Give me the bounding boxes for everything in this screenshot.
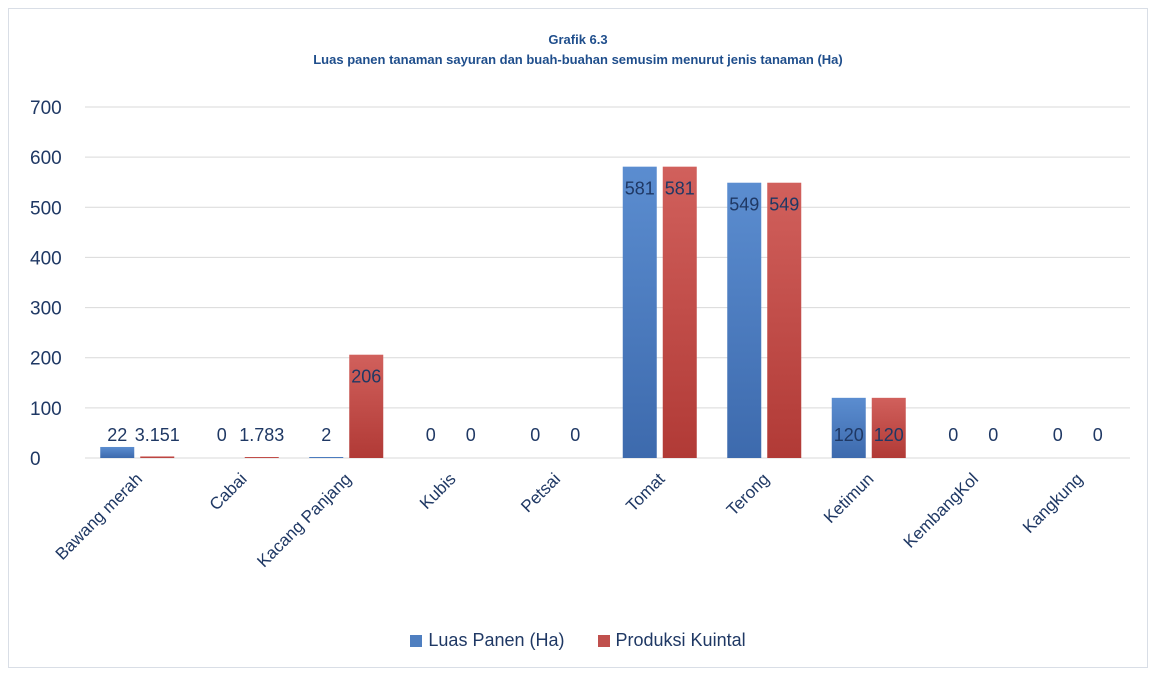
legend: Luas Panen (Ha) Produksi Kuintal: [0, 630, 1156, 652]
bar-produksi-6: [767, 182, 802, 459]
data-label: 581: [665, 179, 695, 199]
chart-frame: [8, 8, 1148, 668]
bar-luas-panen-6: [727, 182, 762, 459]
data-label: 0: [530, 425, 540, 445]
legend-swatch-red: [597, 634, 610, 647]
bar-luas-panen-0: [100, 446, 135, 458]
data-label: 0: [1093, 425, 1103, 445]
bar-produksi-1: [244, 457, 279, 458]
bar-produksi-2: [349, 354, 384, 458]
bar-produksi-0: [140, 456, 175, 458]
legend-item-produksi: Produksi Kuintal: [597, 630, 746, 651]
x-tick-label: Cabai: [206, 469, 251, 514]
y-tick-label: 400: [30, 248, 62, 269]
data-label: 549: [769, 195, 799, 215]
data-label: 549: [729, 195, 759, 215]
bar-produksi-7: [871, 397, 906, 458]
data-label: 0: [988, 425, 998, 445]
data-label: 0: [217, 425, 227, 445]
legend-item-luas-panen: Luas Panen (Ha): [410, 630, 565, 651]
y-tick-label: 0: [30, 449, 41, 470]
data-label: 2: [321, 425, 331, 445]
y-tick-label: 500: [30, 198, 62, 219]
bar-produksi-5: [662, 166, 697, 459]
data-label: 120: [874, 425, 904, 445]
x-tick-label: Bawang merah: [52, 469, 146, 563]
x-tick-label: Ketimun: [820, 469, 878, 527]
data-label: 22: [107, 425, 127, 445]
data-label: 0: [948, 425, 958, 445]
x-tick-label: Kangkung: [1019, 469, 1087, 537]
x-tick-label: Tomat: [622, 469, 668, 515]
y-tick-label: 200: [30, 349, 62, 370]
x-tick-label: Kacang Panjang: [253, 469, 355, 571]
y-tick-label: 700: [30, 98, 62, 119]
y-tick-label: 600: [30, 148, 62, 169]
x-tick-label: Kubis: [416, 469, 460, 513]
legend-label-luas-panen: Luas Panen (Ha): [428, 630, 565, 650]
data-label: 3.151: [135, 425, 180, 445]
data-label: 581: [625, 179, 655, 199]
chart-subtitle: Luas panen tanaman sayuran dan buah-buah…: [313, 52, 843, 67]
bar-luas-panen-2: [309, 456, 344, 458]
y-tick-label: 300: [30, 299, 62, 320]
bar-luas-panen-5: [622, 166, 657, 459]
chart-title: Grafik 6.3: [548, 32, 608, 47]
data-label: 0: [426, 425, 436, 445]
x-tick-label: KembangKol: [900, 469, 982, 551]
y-tick-label: 100: [30, 399, 62, 420]
x-tick-label: Petsai: [517, 469, 564, 516]
legend-label-produksi: Produksi Kuintal: [615, 630, 746, 650]
data-label: 0: [570, 425, 580, 445]
data-label: 0: [1053, 425, 1063, 445]
x-tick-label: Terong: [723, 469, 773, 519]
legend-swatch-blue: [410, 634, 423, 647]
bar-luas-panen-7: [831, 397, 866, 458]
data-label: 1.783: [239, 425, 284, 445]
data-label: 120: [834, 425, 864, 445]
data-label: 0: [466, 425, 476, 445]
data-label: 206: [351, 367, 381, 387]
